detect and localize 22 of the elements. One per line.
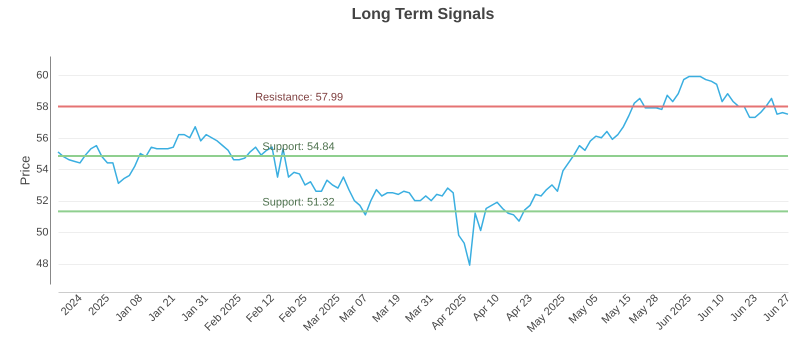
y-tick-label: 48: [36, 258, 48, 270]
x-tick-label: Jan 21: [146, 292, 178, 324]
y-tick-label: 56: [36, 132, 48, 144]
x-tick-label: Apr 10: [470, 292, 502, 324]
x-tick-label: Mar 19: [370, 292, 404, 325]
y-tick-label: 50: [36, 226, 48, 239]
ref-line-label: Support: 54.84: [262, 141, 335, 154]
y-axis-title: Price: [17, 156, 32, 186]
x-tick-label: Feb 12: [244, 292, 277, 325]
y-tick-label: 58: [36, 100, 48, 113]
x-tick-label: Jan 08: [113, 292, 146, 324]
x-tick-label: Jun 23: [728, 292, 760, 324]
x-tick-label: Jun 27: [760, 292, 793, 324]
chart-title: Long Term Signals: [352, 6, 495, 23]
ref-line-label: Support: 51.32: [262, 196, 335, 208]
y-tick-label: 52: [36, 195, 48, 208]
x-tick-label: May 05: [566, 292, 601, 326]
x-tick-label: Jun 10: [695, 292, 727, 324]
y-tick-label: 60: [36, 69, 48, 82]
ref-line-label: Resistance: 57.99: [255, 91, 344, 104]
line-series: [57, 76, 789, 266]
y-tick-label: 54: [36, 164, 48, 176]
